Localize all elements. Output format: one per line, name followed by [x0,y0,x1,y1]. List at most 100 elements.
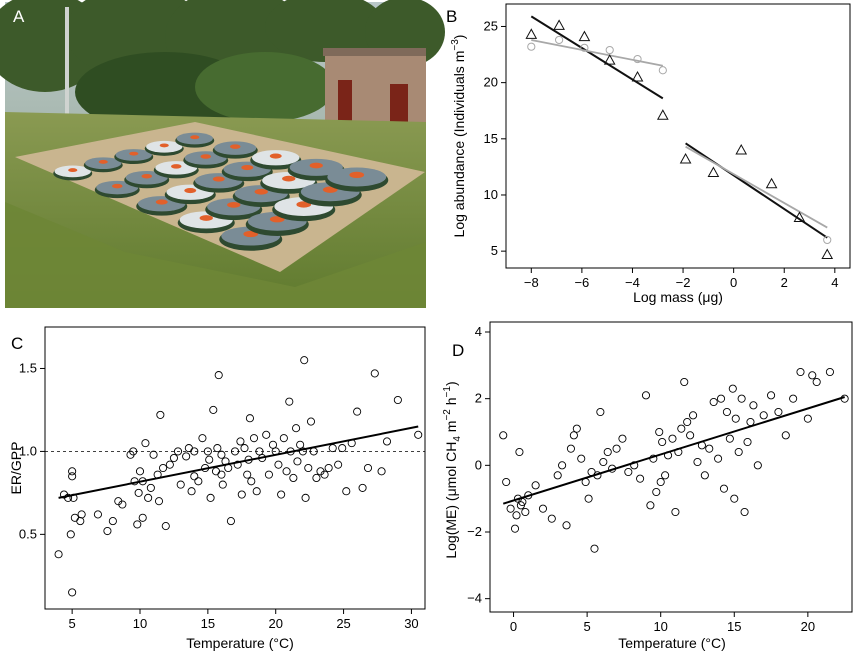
data-point [70,513,79,522]
panel-b-chart: B −8 −6 −4 −2 0 2 4 5 10 15 20 25 Log mass (μg) Log… [440,2,852,308]
pond-array [53,132,389,251]
data-point [531,481,540,490]
panel-c-letter: C [11,334,23,353]
data-point [377,467,386,476]
data-point [252,487,261,496]
x-tick-label: 15 [727,619,741,634]
y-tick-label: 10 [484,187,498,202]
triangle-point [656,109,669,120]
data-point [292,424,301,433]
data-point [217,470,226,479]
y-label-part: mol CH [443,442,459,489]
data-point [129,447,138,456]
data-point [103,526,112,536]
y-label-part: ) [443,381,459,386]
y-label-superscript: −3 [450,39,461,51]
data-point [584,494,593,503]
data-point [306,417,316,426]
x-tick-label: −8 [524,275,539,290]
x-tick-label: 4 [831,275,838,290]
data-point [211,467,221,476]
triangle-point [821,248,834,260]
data-point [249,434,259,443]
y-tick-label: 2 [475,391,482,406]
data-point [538,504,548,513]
x-tick-label: 20 [801,619,815,634]
pond-float [155,199,168,205]
data-point [133,520,142,529]
data-point [705,444,714,453]
data-point [135,467,145,476]
data-point [655,427,664,437]
chart-d: D 0 5 10 15 20 −4 −2 0 2 4 Temperature (°C) Log(M… [442,321,853,651]
data-point [743,437,752,447]
x-tick-label: 0 [730,275,737,290]
data-point [264,470,273,479]
pond-float [199,215,213,221]
data-point [182,452,191,461]
data-point [577,454,586,463]
data-point [714,454,723,463]
data-point [334,460,343,469]
triangle-point [679,153,692,164]
data-point [803,414,812,423]
chart-b-y-axis-label: Log abundance (Individuals m−3) [450,35,467,238]
panel-d-chart: D 0 5 10 15 20 −4 −2 0 2 4 Temperature (°C) Log(M… [440,320,853,654]
data-point [506,504,515,513]
data-point [569,431,578,440]
data-point [190,447,199,456]
y-label-part: h [443,397,459,409]
circle-point [633,54,642,64]
data-point [749,401,758,410]
data-point [734,447,743,457]
pond-photo: A [0,0,445,308]
y-label-part: m [443,421,459,437]
data-point [510,524,520,533]
pond-float [230,144,241,149]
x-tick-label: −2 [676,275,691,290]
y-tick-label: 1.0 [19,443,37,458]
data-point [198,434,207,443]
data-point [737,394,746,403]
x-label-part: μ [702,289,710,305]
data-point [342,487,351,496]
data-point [296,440,305,449]
data-point [68,472,77,481]
data-point [636,474,645,483]
data-point [301,493,310,502]
pond-float [98,159,108,164]
data-point [547,514,556,523]
data-point [661,471,670,480]
data-point [612,444,621,453]
data-point [624,467,633,477]
y-tick-label: 20 [484,75,498,90]
data-point [245,414,254,423]
data-point [393,395,402,405]
pond-float [241,165,254,171]
data-point [262,430,271,439]
chart-c-y-axis-label: ER/GPP [8,442,24,495]
data-point [566,444,575,453]
triangle-point [553,19,565,30]
chart-d-frame [489,321,853,613]
data-point [759,411,768,420]
data-point [646,501,655,510]
pond-float [68,168,78,173]
triangle-point [578,30,591,42]
circle-point [605,45,614,55]
data-point [154,497,164,506]
data-point [118,500,127,509]
data-point [686,431,695,440]
data-point [796,367,805,377]
x-tick-label: 2 [781,275,788,290]
x-tick-label: −4 [625,275,640,290]
data-point [680,377,689,387]
circle-point [555,35,564,45]
data-point [774,407,783,417]
panel-d-letter: D [452,341,464,360]
data-point [268,440,278,449]
regression-line [58,425,419,499]
data-point [709,397,718,407]
data-point [289,473,298,483]
triangle-point [525,28,538,39]
